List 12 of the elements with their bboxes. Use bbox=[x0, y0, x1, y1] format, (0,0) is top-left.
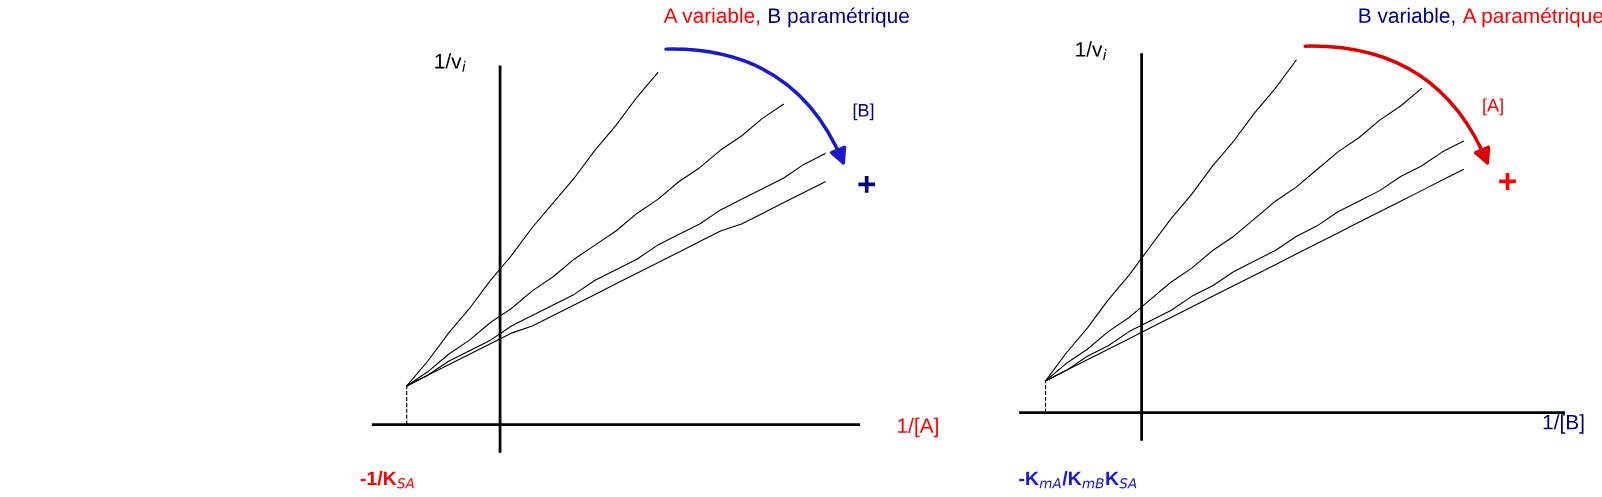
text: -K$_{mA}$/K$_{mB}$K$_{SA}$ bbox=[1019, 470, 1137, 489]
y-axis-title: 1/v$_{i}$ bbox=[1076, 41, 1107, 60]
annotation: + bbox=[858, 175, 876, 193]
text: + bbox=[1499, 172, 1516, 190]
annotation: [B] bbox=[853, 103, 874, 121]
chart-title: B variable, A paramétrique bbox=[1359, 7, 1602, 28]
x-axis-title: 1/[B] bbox=[1543, 414, 1584, 434]
x-axis-title: 1/[A] bbox=[898, 417, 938, 438]
text: [A] bbox=[1483, 98, 1503, 116]
text: -1/K$_{SA}$ bbox=[360, 470, 414, 489]
y-axis-title: 1/v$_{i}$ bbox=[435, 53, 466, 72]
chart-title: A variable, B paramétrique bbox=[663, 7, 909, 28]
